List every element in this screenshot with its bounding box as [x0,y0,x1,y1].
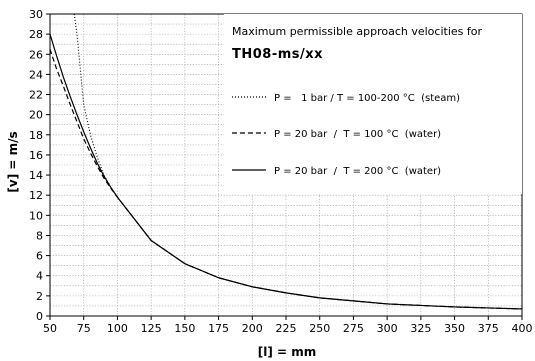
y-tick-label: 2 [36,290,43,303]
x-tick-label: 250 [309,322,330,335]
chart-title: Maximum permissible approach velocities … [232,25,482,38]
y-tick-label: 12 [29,189,43,202]
y-tick-label: 8 [36,229,43,242]
series-group [49,13,523,310]
x-tick-label: 100 [107,322,128,335]
y-tick-label: 20 [29,109,43,122]
y-tick-label: 30 [29,8,43,21]
legend-label: P = 1 bar / T = 100-200 °C (steam) [274,93,460,104]
x-axis-title: [l] = mm [258,345,317,359]
y-tick-label: 22 [29,89,43,102]
x-tick-label: 50 [43,322,57,335]
legend: Maximum permissible approach velocities … [224,14,522,194]
x-tick-label: 175 [208,322,229,335]
y-tick-label: 6 [36,250,43,263]
y-tick-label: 10 [29,209,43,222]
series-line-solid [49,33,523,310]
x-tick-label: 300 [377,322,398,335]
x-tick-label: 200 [242,322,263,335]
x-tick-label: 350 [444,322,465,335]
y-axis-title: [v] = m/s [6,131,20,192]
x-tick-label: 125 [141,322,162,335]
chart-subtitle: TH08-ms/xx [232,47,323,62]
y-tick-label: 28 [29,28,43,41]
x-tick-label: 400 [512,322,533,335]
y-tick-label: 16 [29,149,43,162]
x-tick-label: 375 [478,322,499,335]
x-tick-label: 275 [343,322,364,335]
legend-entries: P = 1 bar / T = 100-200 °C (steam) P = 20… [232,93,460,177]
x-tick-label: 150 [174,322,195,335]
x-tick-label: 325 [410,322,431,335]
y-tick-label: 0 [36,310,43,323]
y-tick-label: 24 [29,68,43,81]
x-tick-label: 225 [276,322,297,335]
y-tick-label: 14 [29,169,43,182]
y-tick-label: 18 [29,129,43,142]
x-tick-label: 75 [77,322,91,335]
y-tick-label: 26 [29,48,43,61]
legend-label: P = 20 bar / T = 100 °C (water) [274,129,441,140]
y-tick-label: 4 [36,270,43,283]
legend-label: P = 20 bar / T = 200 °C (water) [274,166,441,177]
legend-box [224,14,522,194]
